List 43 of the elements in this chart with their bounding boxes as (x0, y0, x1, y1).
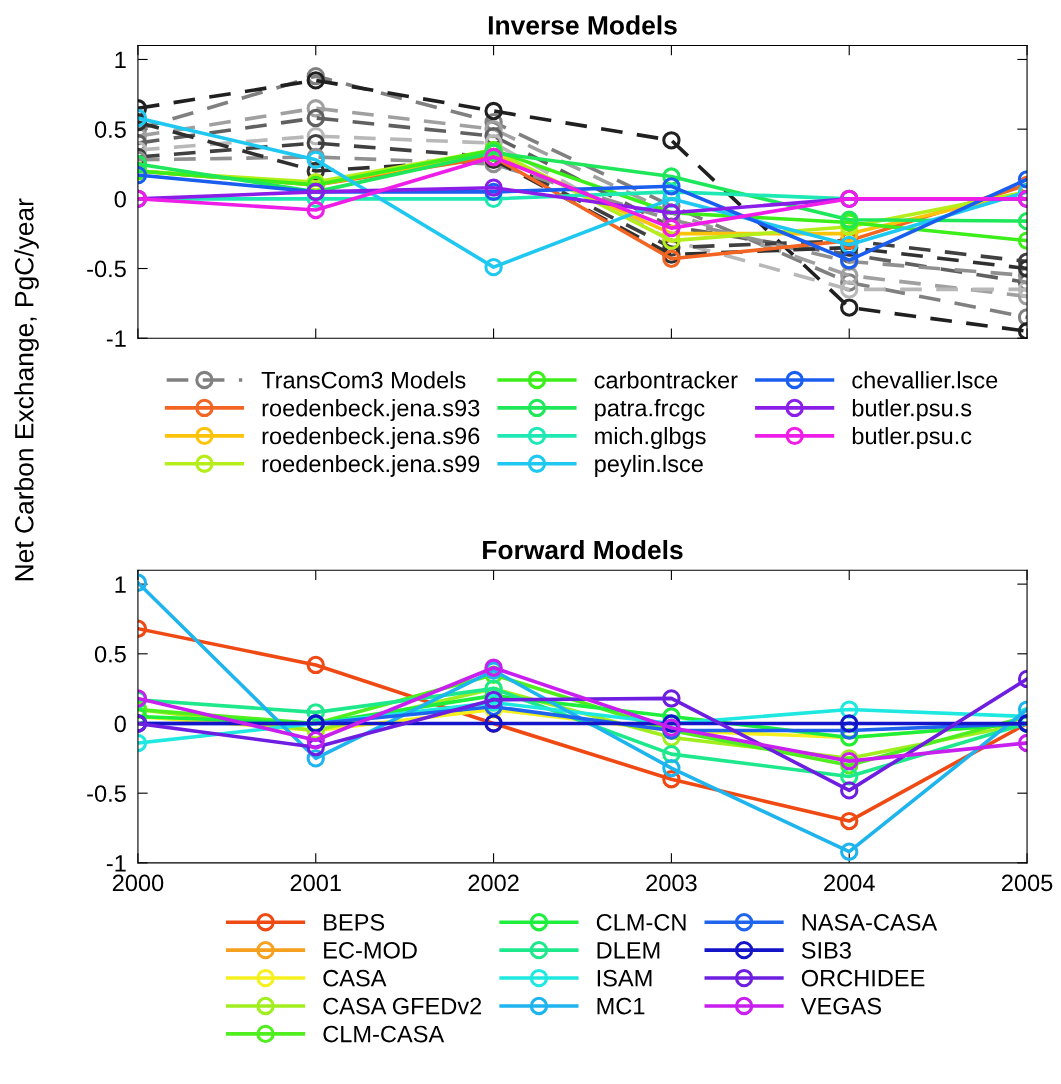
legend-label: roedenbeck.jena.s99 (262, 454, 480, 477)
y-tick-label: -1 (106, 330, 126, 347)
legend-label: MC1 (597, 997, 645, 1015)
legend-label: butler.psu.c (852, 426, 972, 449)
legend-label: peylin.lsce (595, 454, 703, 477)
y-tick-label: -0.5 (87, 785, 126, 802)
legend-label: butler.psu.s (852, 399, 972, 422)
legend-label: CASA GFEDv2 (323, 997, 482, 1015)
legend-label: chevallier.lsce (852, 371, 998, 389)
legend-label: carbontracker (594, 371, 738, 389)
legend-label: EC-MOD (324, 941, 417, 959)
x-tick-label: 2003 (646, 874, 697, 892)
y-tick-label: 0 (114, 190, 126, 208)
legend-label: mich.glbgs (595, 426, 706, 449)
legend-label: NASA-CASA (802, 914, 938, 931)
legend-label: patra.frcgc (595, 399, 705, 422)
y-tick-label: 0.5 (94, 121, 126, 138)
legend-label: SIB3 (801, 941, 851, 959)
legend-label: roedenbeck.jena.s96 (262, 426, 480, 449)
y-tick-label: 0.5 (94, 645, 126, 663)
y-tick-label: 1 (115, 51, 126, 69)
legend-label: ORCHIDEE (801, 969, 925, 987)
legend-label: BEPS (324, 914, 385, 931)
y-tick-label: 1 (115, 576, 126, 593)
x-tick-label: 2005 (1001, 874, 1053, 892)
legend-label: VEGAS (800, 997, 882, 1015)
legend-label: CLM-CASA (323, 1025, 445, 1043)
legend-label: DLEM (597, 942, 660, 959)
legend-label: ISAM (597, 969, 652, 987)
y-tick-label: 0 (114, 715, 126, 733)
legend-label: CLM-CN (596, 914, 686, 931)
legend-label: TransCom3 Models (261, 371, 466, 389)
x-tick-label: 2004 (824, 874, 875, 892)
y-tick-label: -1 (106, 855, 126, 872)
x-tick-label: 2001 (290, 874, 341, 892)
chart-title: Forward Models (483, 539, 683, 560)
y-tick-label: -0.5 (87, 260, 126, 278)
y-axis-title: Net Carbon Exchange, PgC/year (14, 198, 39, 581)
x-tick-label: 2002 (468, 874, 519, 892)
legend-label: CASA (323, 969, 387, 987)
chart-title: Inverse Models (488, 15, 677, 35)
legend-label: roedenbeck.jena.s93 (262, 399, 480, 422)
x-tick-label: 2000 (112, 874, 164, 892)
